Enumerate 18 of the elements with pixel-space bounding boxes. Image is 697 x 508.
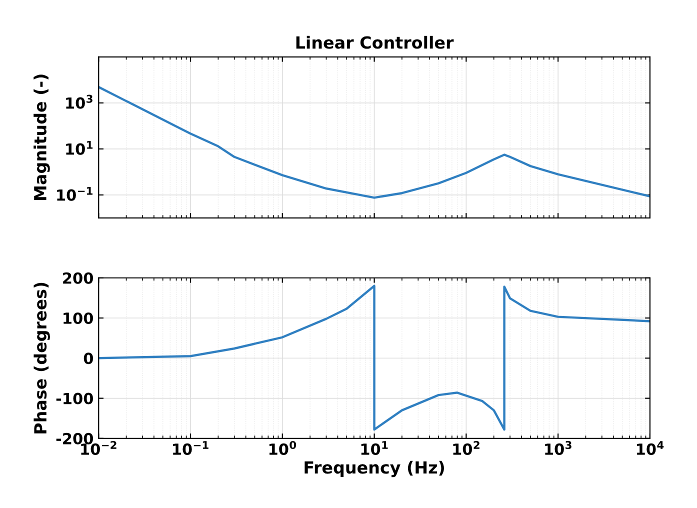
y-tick-label: 0	[84, 352, 94, 364]
y-tick-label: -100	[56, 392, 94, 404]
y-tick-label: 10$^{1}$	[66, 140, 93, 155]
x-axis-title: Frequency (Hz)	[304, 460, 444, 478]
x-tick-label: 10$^{2}$	[453, 440, 480, 455]
y-axis-title: Magnitude (-)	[34, 74, 50, 200]
y-tick-label: 100	[64, 312, 94, 324]
x-tick-label: 10$^{3}$	[545, 440, 572, 455]
y-tick-label: 200	[63, 272, 94, 284]
y-tick-label: 10$^{−1}$	[57, 186, 92, 201]
x-tick-label: 10$^{0}$	[269, 440, 296, 455]
x-tick-label: 10$^{−1}$	[173, 441, 208, 455]
y-axis-title: Phase (degrees)	[34, 282, 50, 434]
x-tick-label: 10$^{4}$	[637, 441, 664, 455]
y-tick-label: 10$^{3}$	[66, 94, 92, 109]
y-tick-label: -200	[56, 432, 94, 444]
chart-title: Linear Controller	[296, 36, 454, 49]
x-tick-label: 10$^{1}$	[361, 441, 388, 455]
